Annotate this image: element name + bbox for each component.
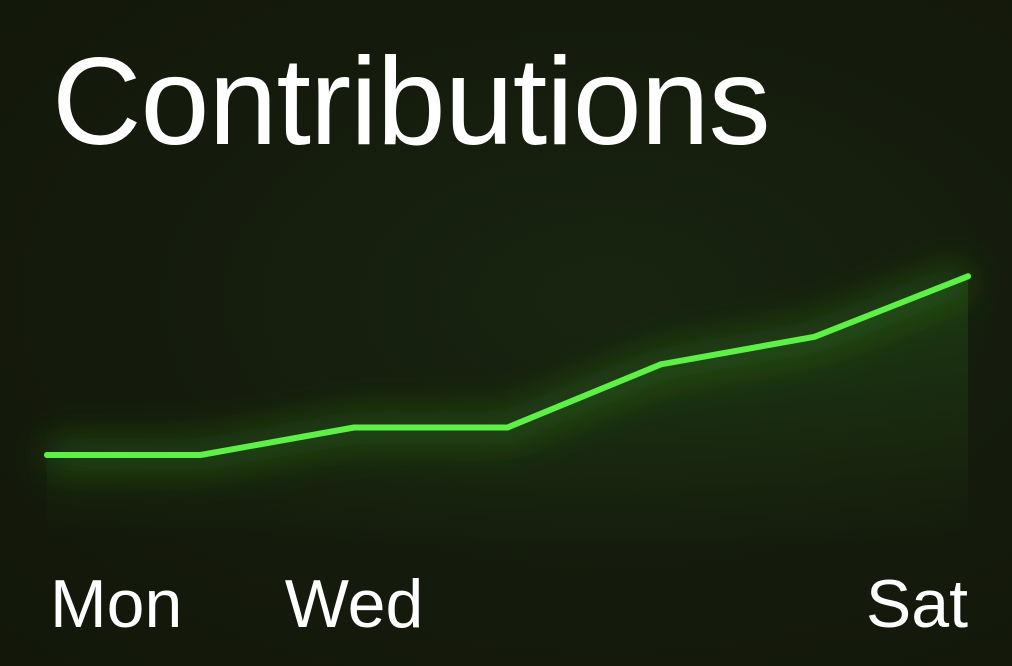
data-point-fri — [658, 361, 664, 368]
data-point-tue — [197, 452, 204, 458]
x-tick-label-wed: Wed — [285, 566, 424, 642]
series-area-fill — [47, 276, 968, 545]
data-point-wed — [351, 424, 357, 431]
data-point-sat — [811, 333, 818, 340]
x-tick-label-sat: Sat — [866, 566, 968, 642]
data-point-sun — [965, 273, 971, 280]
data-point-thu — [504, 424, 511, 431]
data-point-mon — [44, 452, 50, 458]
chart-title: Contributions — [52, 33, 771, 171]
x-axis-ticks: Mon Wed Sat — [50, 566, 968, 642]
plot-area — [44, 260, 975, 545]
x-tick-label-mon: Mon — [50, 566, 182, 642]
